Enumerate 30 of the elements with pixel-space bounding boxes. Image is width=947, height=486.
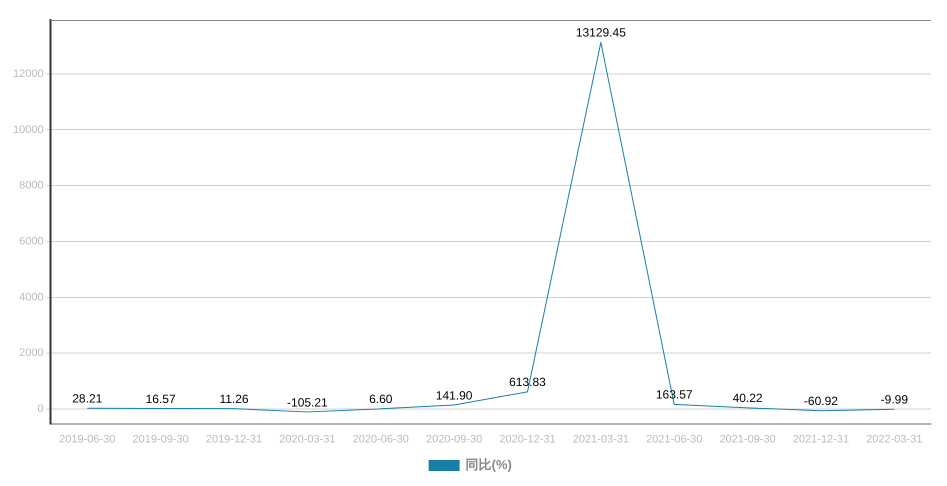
y-tick-label: 8000 [19, 180, 44, 192]
y-tick-label: 2000 [19, 347, 44, 360]
text: -105.21 [287, 395, 328, 410]
text: 6.60 [369, 392, 392, 406]
x-tick-label: 2021-03-31 [572, 433, 629, 446]
x-tick-label: 2021-06-30 [646, 433, 702, 446]
y-tick-label: 4000 [19, 291, 44, 304]
text: 28.21 [72, 392, 102, 406]
legend-label: 同比(%) [466, 457, 512, 472]
text: -60.92 [804, 394, 838, 408]
y-tick-label: 6000 [19, 235, 44, 248]
y-tick-label: 10000 [12, 124, 44, 136]
x-tick-label: 2020-03-31 [279, 433, 336, 446]
x-tick-label: 2021-12-31 [792, 433, 850, 446]
text: 141.90 [436, 388, 472, 402]
x-tick-label: 2019-12-31 [206, 433, 262, 446]
text: 16.57 [146, 392, 176, 406]
x-tick-label: 2022-03-31 [866, 433, 922, 446]
x-tick-label: 2020-06-30 [352, 433, 409, 446]
text: 13129.45 [576, 26, 626, 40]
x-tick-label: 2019-06-30 [59, 433, 116, 446]
text: 40.22 [732, 391, 763, 406]
y-tick-label: 0 [37, 403, 44, 416]
x-tick-label: 2020-09-30 [426, 433, 482, 446]
x-tick-label: 2020-12-31 [499, 433, 556, 446]
x-tick-label: 2021-09-30 [719, 433, 776, 446]
x-tick-label: 2019-09-30 [132, 433, 189, 446]
y-tick-label: 12000 [12, 68, 44, 80]
text: -9.99 [880, 392, 908, 407]
text: 11.26 [219, 392, 249, 406]
